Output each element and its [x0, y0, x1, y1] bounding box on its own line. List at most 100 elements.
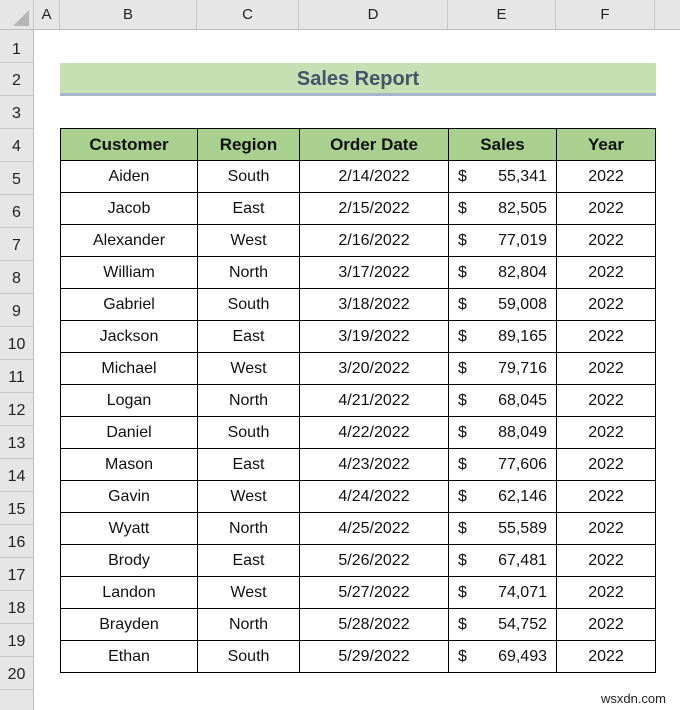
order-date-cell[interactable]: 2/15/2022 [299, 192, 449, 225]
customer-cell[interactable]: Daniel [60, 416, 198, 449]
year-cell[interactable]: 2022 [556, 160, 656, 193]
year-cell[interactable]: 2022 [556, 480, 656, 513]
column-header-b[interactable]: B [60, 0, 197, 29]
row-header[interactable]: 5 [0, 162, 33, 195]
year-cell[interactable]: 2022 [556, 576, 656, 609]
region-cell[interactable]: North [197, 512, 300, 545]
sales-cell[interactable]: $82,505 [448, 192, 557, 225]
sales-cell[interactable]: $68,045 [448, 384, 557, 417]
report-title[interactable]: Sales Report [60, 63, 656, 96]
row-header[interactable]: 1 [0, 30, 33, 63]
row-header[interactable]: 10 [0, 327, 33, 360]
sales-cell[interactable]: $88,049 [448, 416, 557, 449]
sales-cell[interactable]: $59,008 [448, 288, 557, 321]
column-header-g[interactable] [655, 0, 680, 29]
year-cell[interactable]: 2022 [556, 224, 656, 257]
year-cell[interactable]: 2022 [556, 288, 656, 321]
customer-cell[interactable]: Landon [60, 576, 198, 609]
sales-cell[interactable]: $74,071 [448, 576, 557, 609]
select-all-corner[interactable] [0, 0, 34, 29]
row-header[interactable]: 13 [0, 426, 33, 459]
region-cell[interactable]: East [197, 192, 300, 225]
customer-cell[interactable]: Gabriel [60, 288, 198, 321]
region-cell[interactable]: West [197, 576, 300, 609]
order-date-cell[interactable]: 5/29/2022 [299, 640, 449, 673]
region-cell[interactable]: East [197, 448, 300, 481]
customer-cell[interactable]: William [60, 256, 198, 289]
column-header-a[interactable]: A [34, 0, 60, 29]
column-header-f[interactable]: F [556, 0, 655, 29]
column-header-e[interactable]: E [448, 0, 556, 29]
region-cell[interactable]: West [197, 352, 300, 385]
row-header[interactable]: 14 [0, 459, 33, 492]
region-cell[interactable]: North [197, 608, 300, 641]
row-header[interactable]: 8 [0, 261, 33, 294]
row-header[interactable]: 17 [0, 558, 33, 591]
order-date-cell[interactable]: 4/25/2022 [299, 512, 449, 545]
region-cell[interactable]: South [197, 640, 300, 673]
year-cell[interactable]: 2022 [556, 256, 656, 289]
row-header[interactable]: 16 [0, 525, 33, 558]
row-header[interactable]: 18 [0, 591, 33, 624]
customer-cell[interactable]: Jacob [60, 192, 198, 225]
customer-cell[interactable]: Michael [60, 352, 198, 385]
year-cell[interactable]: 2022 [556, 448, 656, 481]
customer-cell[interactable]: Logan [60, 384, 198, 417]
row-header[interactable]: 6 [0, 195, 33, 228]
sales-cell[interactable]: $82,804 [448, 256, 557, 289]
sales-cell[interactable]: $54,752 [448, 608, 557, 641]
header-sales[interactable]: Sales [448, 128, 557, 161]
row-header[interactable]: 15 [0, 492, 33, 525]
region-cell[interactable]: West [197, 224, 300, 257]
sales-cell[interactable]: $77,019 [448, 224, 557, 257]
region-cell[interactable]: South [197, 416, 300, 449]
sales-cell[interactable]: $55,341 [448, 160, 557, 193]
region-cell[interactable]: South [197, 160, 300, 193]
row-header[interactable]: 4 [0, 129, 33, 162]
customer-cell[interactable]: Aiden [60, 160, 198, 193]
year-cell[interactable]: 2022 [556, 192, 656, 225]
region-cell[interactable]: East [197, 544, 300, 577]
year-cell[interactable]: 2022 [556, 320, 656, 353]
customer-cell[interactable]: Ethan [60, 640, 198, 673]
year-cell[interactable]: 2022 [556, 352, 656, 385]
sales-cell[interactable]: $67,481 [448, 544, 557, 577]
order-date-cell[interactable]: 3/17/2022 [299, 256, 449, 289]
header-region[interactable]: Region [197, 128, 300, 161]
sales-cell[interactable]: $69,493 [448, 640, 557, 673]
row-header[interactable]: 7 [0, 228, 33, 261]
region-cell[interactable]: East [197, 320, 300, 353]
sales-cell[interactable]: $79,716 [448, 352, 557, 385]
customer-cell[interactable]: Jackson [60, 320, 198, 353]
region-cell[interactable]: South [197, 288, 300, 321]
year-cell[interactable]: 2022 [556, 608, 656, 641]
year-cell[interactable]: 2022 [556, 384, 656, 417]
order-date-cell[interactable]: 3/20/2022 [299, 352, 449, 385]
order-date-cell[interactable]: 3/19/2022 [299, 320, 449, 353]
sales-cell[interactable]: $77,606 [448, 448, 557, 481]
customer-cell[interactable]: Alexander [60, 224, 198, 257]
row-header[interactable]: 19 [0, 624, 33, 657]
order-date-cell[interactable]: 4/23/2022 [299, 448, 449, 481]
region-cell[interactable]: North [197, 384, 300, 417]
header-order-date[interactable]: Order Date [299, 128, 449, 161]
region-cell[interactable]: North [197, 256, 300, 289]
year-cell[interactable]: 2022 [556, 640, 656, 673]
order-date-cell[interactable]: 3/18/2022 [299, 288, 449, 321]
customer-cell[interactable]: Wyatt [60, 512, 198, 545]
customer-cell[interactable]: Brody [60, 544, 198, 577]
customer-cell[interactable]: Brayden [60, 608, 198, 641]
order-date-cell[interactable]: 4/21/2022 [299, 384, 449, 417]
row-header[interactable]: 20 [0, 657, 33, 690]
sales-cell[interactable]: $62,146 [448, 480, 557, 513]
row-header[interactable]: 3 [0, 96, 33, 129]
column-header-c[interactable]: C [197, 0, 299, 29]
sales-cell[interactable]: $89,165 [448, 320, 557, 353]
order-date-cell[interactable]: 2/16/2022 [299, 224, 449, 257]
order-date-cell[interactable]: 5/27/2022 [299, 576, 449, 609]
order-date-cell[interactable]: 2/14/2022 [299, 160, 449, 193]
row-header[interactable]: 9 [0, 294, 33, 327]
customer-cell[interactable]: Gavin [60, 480, 198, 513]
region-cell[interactable]: West [197, 480, 300, 513]
column-header-d[interactable]: D [299, 0, 448, 29]
